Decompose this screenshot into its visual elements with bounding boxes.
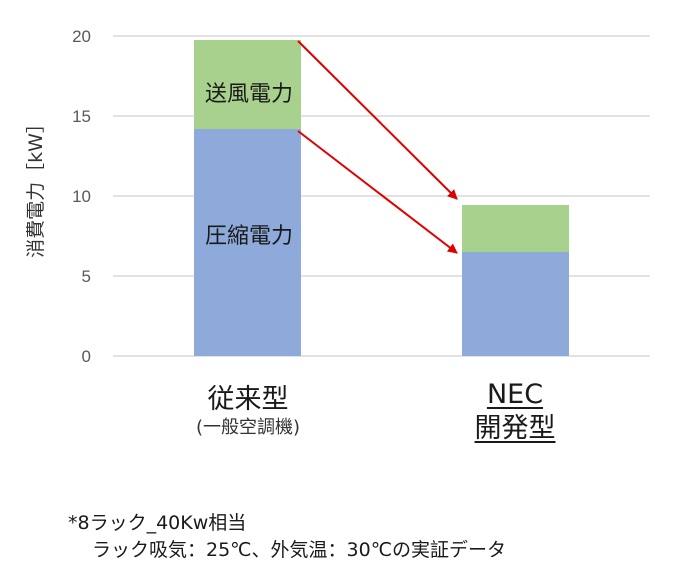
category-conventional-subtitle: (一般空調機) bbox=[195, 417, 301, 438]
category-conventional-title: 従来型 bbox=[207, 384, 289, 415]
category-nec: NEC 開発型 bbox=[415, 378, 615, 446]
bar-nec bbox=[462, 205, 569, 356]
bar-nec-fan bbox=[462, 205, 569, 252]
bar-conventional bbox=[194, 40, 301, 356]
bar-conventional-fan bbox=[194, 40, 301, 129]
y-tick-5: 5 bbox=[82, 267, 91, 286]
y-axis-label: 消費電力［kW］ bbox=[25, 114, 47, 258]
fan-power-label: 送風電力 bbox=[205, 82, 293, 107]
footnote: *8ラック_40Kw相当 ラック吸気：25℃、外気温：30℃の実証データ bbox=[68, 510, 506, 564]
footnote-line1: *8ラック_40Kw相当 bbox=[68, 512, 247, 534]
y-axis-ticks: 20 15 10 5 0 bbox=[72, 27, 91, 366]
y-tick-0: 0 bbox=[82, 347, 91, 366]
y-tick-15: 15 bbox=[72, 107, 91, 126]
footnote-line2: ラック吸気：25℃、外気温：30℃の実証データ bbox=[92, 539, 507, 561]
arrow-compress-reduction bbox=[297, 130, 458, 254]
category-nec-line2: 開発型 bbox=[474, 413, 556, 444]
category-conventional: 従来型 (一般空調機) bbox=[148, 384, 348, 440]
category-nec-line1: NEC bbox=[486, 379, 544, 410]
bar-nec-compress bbox=[462, 252, 569, 356]
compress-power-label: 圧縮電力 bbox=[205, 224, 293, 249]
y-tick-20: 20 bbox=[72, 27, 91, 46]
bar-conventional-compress bbox=[194, 129, 301, 356]
y-tick-10: 10 bbox=[72, 187, 91, 206]
arrow-total-reduction bbox=[297, 40, 458, 200]
